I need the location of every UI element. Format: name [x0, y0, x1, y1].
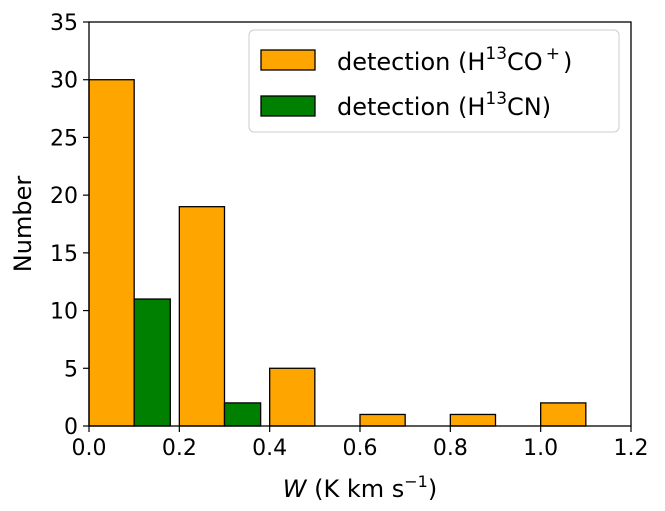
- legend-swatch-hco: [260, 49, 316, 71]
- x-tick-label: 0.8: [433, 436, 468, 461]
- x-axis-ticks: 0.0 0.2 0.4 0.6 0.8 1.0 1.2: [72, 426, 649, 461]
- legend: detection (H13CO +) detection (H13CN): [248, 29, 620, 133]
- legend-frame: [248, 29, 620, 133]
- bar-hcn-0: [133, 298, 171, 427]
- x-tick-label: 0.4: [252, 436, 287, 461]
- y-tick-label: 30: [50, 69, 78, 94]
- bar-hcn-1: [223, 402, 262, 427]
- y-tick-label: 25: [50, 126, 78, 151]
- legend-label-hco: detection (H13CO +): [337, 44, 572, 76]
- y-tick-label: 0: [64, 415, 78, 440]
- bar-hco-2: [269, 367, 316, 427]
- x-tick-label: 0.6: [343, 436, 378, 461]
- bar-hco-3: [359, 413, 406, 427]
- x-tick-label: 0.0: [72, 436, 107, 461]
- x-axis-variable: W: [283, 475, 308, 503]
- x-axis-units-close: ): [428, 475, 437, 503]
- y-axis-label: Number: [9, 176, 37, 273]
- x-axis-units: (K km s: [306, 475, 404, 503]
- y-tick-label: 35: [50, 11, 78, 36]
- bars-layer: [88, 79, 587, 427]
- x-axis-label: W (K km s−1): [283, 472, 437, 503]
- y-tick-label: 15: [50, 242, 78, 267]
- y-tick-label: 10: [50, 300, 78, 325]
- bar-hco-4: [449, 413, 497, 427]
- y-tick-label: 20: [50, 184, 78, 209]
- y-axis-ticks: 0 5 10 15 20 25 30 35: [50, 11, 89, 440]
- bar-hco-5: [540, 402, 587, 427]
- x-tick-label: 0.2: [162, 436, 197, 461]
- legend-label-hcn: detection (H13CN): [337, 89, 551, 121]
- legend-swatch-hcn: [260, 95, 316, 117]
- y-tick-label: 5: [64, 357, 78, 382]
- bar-hco-1: [178, 206, 226, 427]
- x-tick-label: 1.0: [523, 436, 558, 461]
- bar-hco-0: [88, 79, 135, 427]
- x-axis-units-exponent: −1: [404, 472, 428, 491]
- x-tick-label: 1.2: [614, 436, 649, 461]
